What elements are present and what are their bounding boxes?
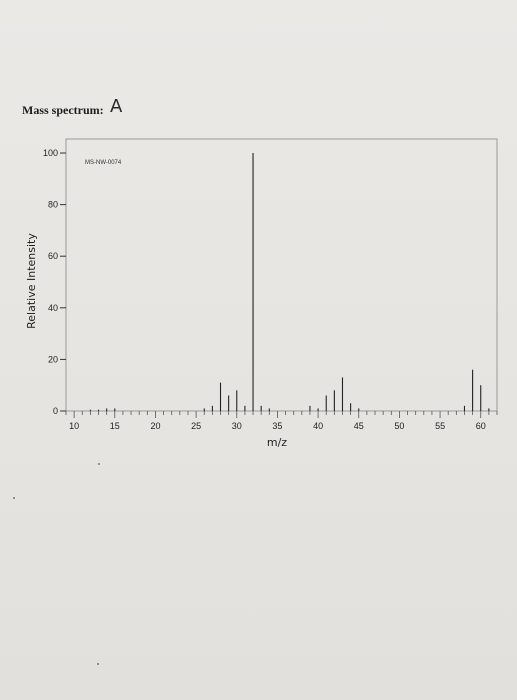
y-tick-label: 100 xyxy=(43,148,58,158)
series-label: MS-NW-0074 xyxy=(85,160,122,166)
x-tick-label: 15 xyxy=(110,421,120,431)
handwritten-label: A xyxy=(110,96,123,117)
x-tick-label: 55 xyxy=(435,421,445,431)
y-tick-label: 0 xyxy=(53,406,58,416)
speck xyxy=(97,663,99,665)
x-tick-label: 30 xyxy=(232,421,242,431)
y-tick-label: 80 xyxy=(48,200,58,210)
speck xyxy=(13,497,15,499)
x-tick-label: 25 xyxy=(191,421,201,431)
y-axis-title: Relative Intensity xyxy=(25,233,38,329)
y-tick-label: 60 xyxy=(48,251,58,261)
speck xyxy=(98,463,100,465)
page-heading: Mass spectrum: xyxy=(22,103,104,117)
y-tick-label: 20 xyxy=(48,354,58,364)
x-tick-label: 45 xyxy=(354,421,364,431)
x-tick-label: 20 xyxy=(150,421,160,431)
x-tick-label: 40 xyxy=(313,421,323,431)
x-tick-label: 35 xyxy=(272,421,282,431)
plot-frame xyxy=(65,138,498,412)
x-tick-label: 60 xyxy=(476,421,486,431)
y-tick-label: 40 xyxy=(48,303,58,313)
x-tick-label: 50 xyxy=(394,421,404,431)
x-tick-label: 10 xyxy=(69,421,79,431)
x-axis-title: m/z xyxy=(267,436,287,449)
